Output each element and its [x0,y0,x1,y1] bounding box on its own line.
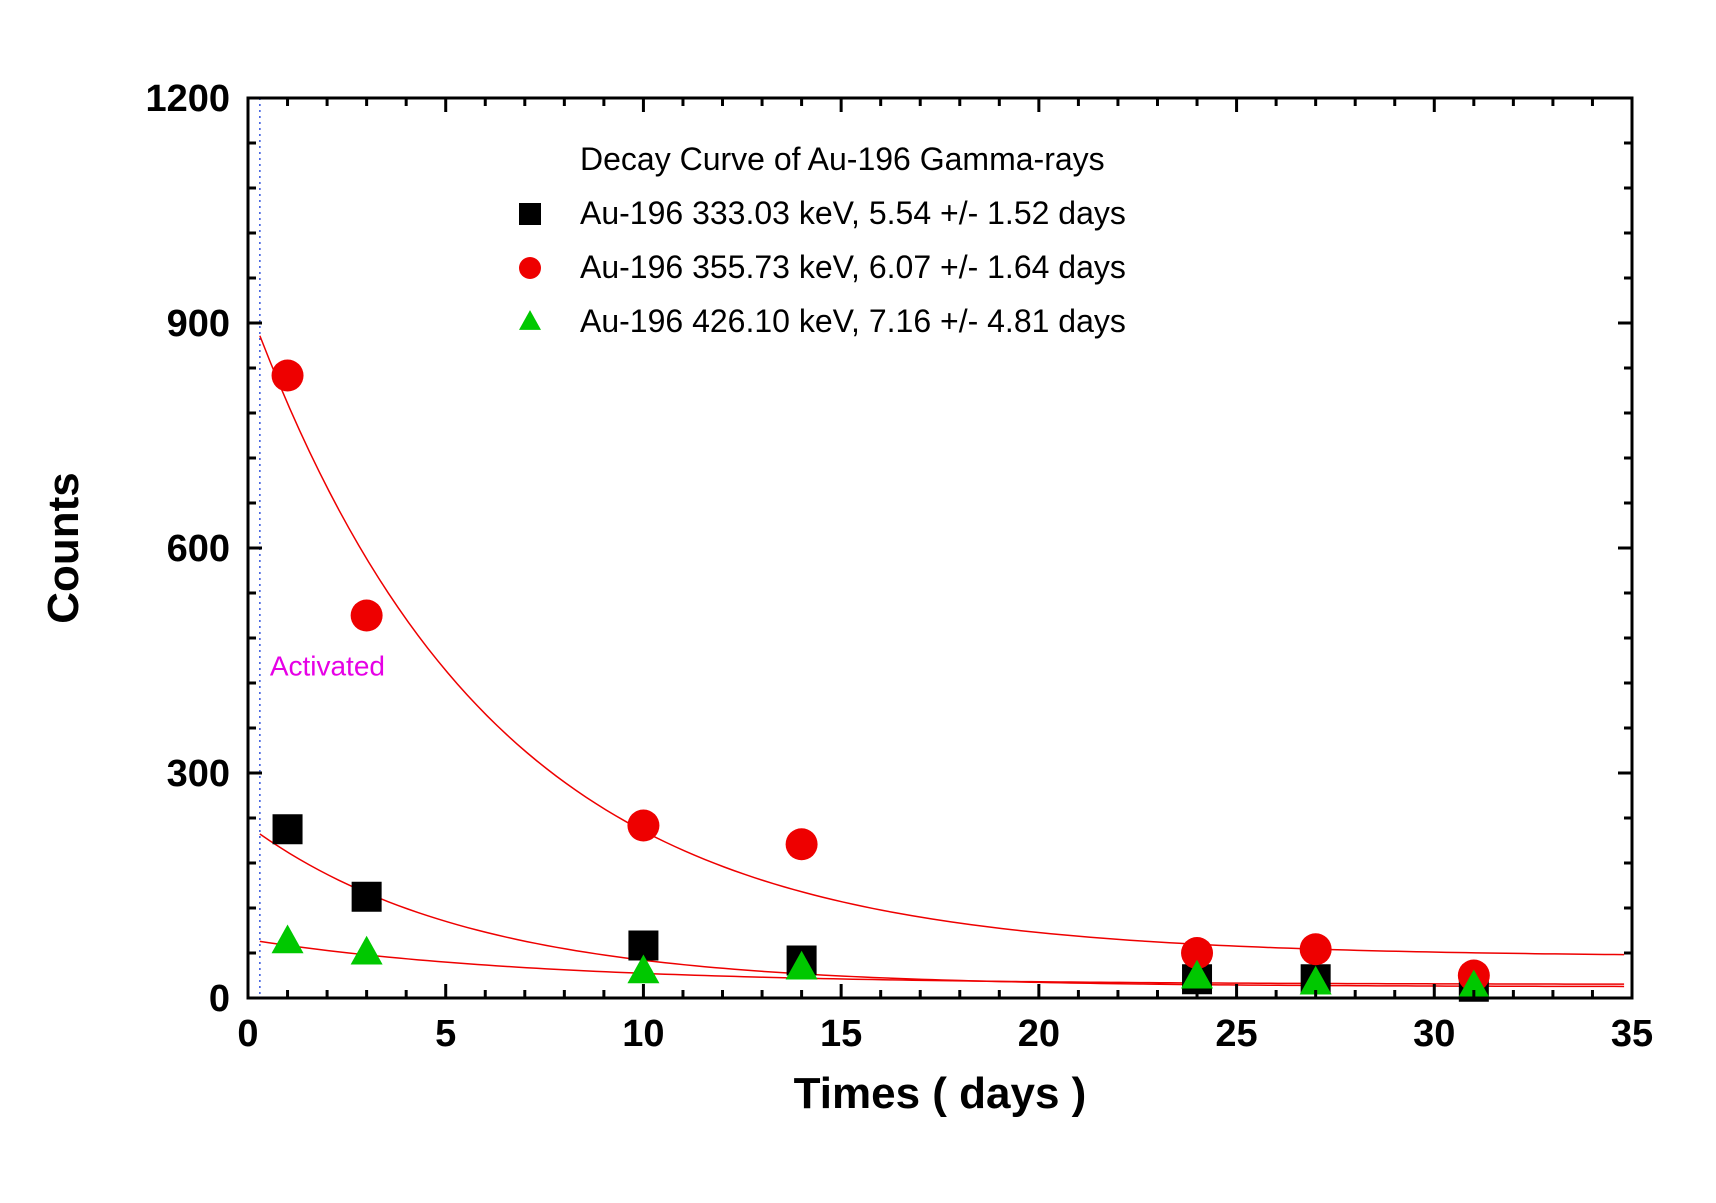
svg-text:5: 5 [435,1013,456,1055]
svg-text:20: 20 [1018,1013,1060,1055]
svg-text:25: 25 [1215,1013,1257,1055]
svg-text:0: 0 [209,978,230,1020]
svg-text:600: 600 [167,528,230,570]
svg-text:300: 300 [167,753,230,795]
svg-text:Au-196 426.10 keV, 7.16 +/- 4: Au-196 426.10 keV, 7.16 +/- 4.81 days [580,303,1126,339]
svg-text:10: 10 [622,1013,664,1055]
svg-text:15: 15 [820,1013,862,1055]
svg-text:30: 30 [1413,1013,1455,1055]
svg-text:Au-196 355.73 keV, 6.07 +/- 1: Au-196 355.73 keV, 6.07 +/- 1.64 days [580,249,1126,285]
svg-text:900: 900 [167,303,230,345]
decay-curve-chart: 0 5 10 15 20 25 30 35 0 300 600 900 1200 Times ( days… [0,0,1716,1203]
svg-text:Times ( days ): Times ( days ) [794,1069,1087,1118]
chart-svg: 0 5 10 15 20 25 30 35 0 300 600 900 1200 Times ( days… [0,0,1716,1203]
svg-text:35: 35 [1611,1013,1653,1055]
svg-text:0: 0 [237,1013,258,1055]
svg-text:Activated: Activated [270,651,385,682]
svg-text:Au-196 333.03 keV, 5.54 +/- 1: Au-196 333.03 keV, 5.54 +/- 1.52 days [580,195,1126,231]
svg-text:Counts: Counts [39,472,88,624]
svg-text:Decay Curve of Au-196 Gamma-ra: Decay Curve of Au-196 Gamma-rays [580,141,1105,177]
svg-text:1200: 1200 [145,78,230,120]
